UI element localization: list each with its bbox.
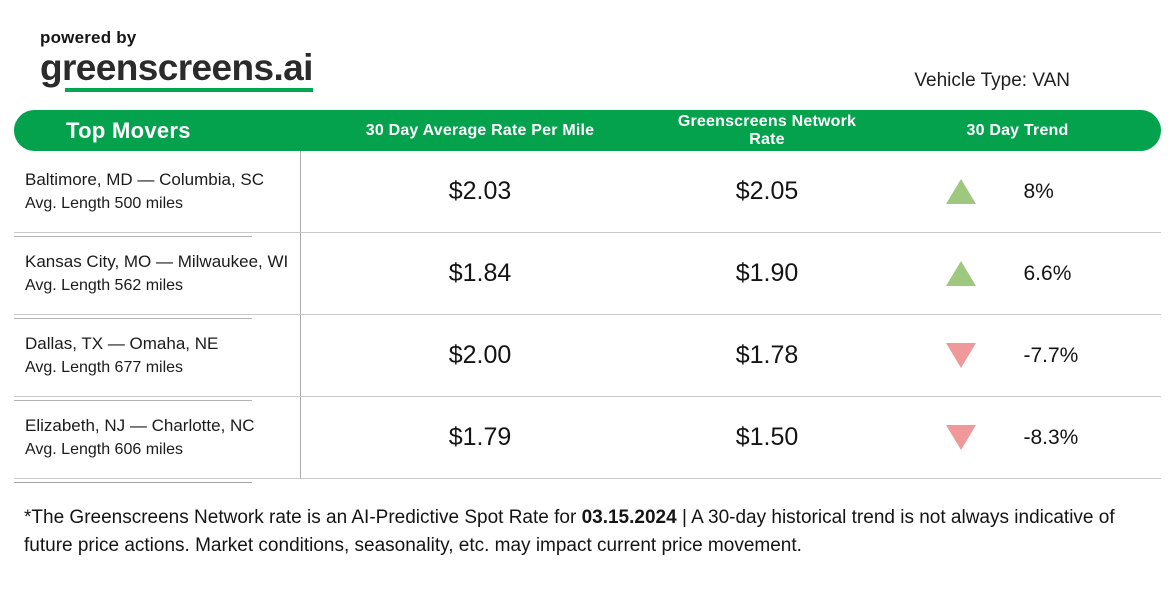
network-rate-value: $2.05 — [735, 177, 799, 205]
trend-cell: -7.7% — [874, 343, 1161, 368]
avg-rate-value: $2.00 — [448, 341, 512, 369]
lane-avg-length: Avg. Length 606 miles — [25, 441, 184, 458]
brand-underline — [65, 88, 313, 92]
disclaimer-pre: *The Greenscreens Network rate is an AI-… — [24, 507, 582, 528]
rates-table: Top Movers 30 Day Average Rate Per Mile … — [14, 110, 1161, 483]
table-row: Dallas, TX — Omaha, NE Avg. Length 677 m… — [14, 315, 1161, 401]
table-row: Baltimore, MD — Columbia, SC Avg. Length… — [14, 151, 1161, 237]
table-row: Elizabeth, NJ — Charlotte, NC Avg. Lengt… — [14, 397, 1161, 483]
lane-cell: Elizabeth, NJ — Charlotte, NC Avg. Lengt… — [14, 414, 300, 483]
column-header-network-rate: Greenscreens Network Rate — [677, 112, 857, 148]
network-rate-value: $1.78 — [735, 341, 799, 369]
avg-rate-value: $2.03 — [448, 177, 512, 205]
trend-percent: -7.7% — [1023, 343, 1079, 367]
powered-by-label: powered by — [40, 28, 137, 47]
table-row: Kansas City, MO — Milwaukee, WI Avg. Len… — [14, 233, 1161, 319]
lane-cell: Dallas, TX — Omaha, NE Avg. Length 677 m… — [14, 332, 300, 401]
column-header-trend: 30 Day Trend — [966, 121, 1069, 139]
trend-percent: -8.3% — [1023, 425, 1079, 449]
trend-cell: 8% — [874, 179, 1161, 204]
trend-cell: -8.3% — [874, 425, 1161, 450]
lane-cell: Baltimore, MD — Columbia, SC Avg. Length… — [14, 168, 300, 237]
trend-down-triangle-icon — [945, 343, 976, 368]
trend-down-triangle-icon — [945, 425, 976, 450]
lane-name: Elizabeth, NJ — Charlotte, NC — [25, 416, 255, 435]
avg-rate-value: $1.84 — [448, 259, 512, 287]
lane-name: Baltimore, MD — Columbia, SC — [25, 170, 265, 189]
vehicle-type-label: Vehicle Type: VAN — [914, 70, 1070, 91]
column-header-avg-rate: 30 Day Average Rate Per Mile — [365, 121, 595, 139]
avg-rate-value: $1.79 — [448, 423, 512, 451]
trend-up-triangle-icon — [945, 179, 976, 204]
trend-percent: 8% — [1023, 179, 1054, 203]
lane-avg-length: Avg. Length 500 miles — [25, 195, 184, 212]
disclaimer-date: 03.15.2024 — [581, 507, 677, 528]
brand-name: greenscreens.ai — [40, 47, 313, 88]
trend-cell: 6.6% — [874, 261, 1161, 286]
table-header-bar: Top Movers 30 Day Average Rate Per Mile … — [14, 110, 1161, 151]
table-body: Baltimore, MD — Columbia, SC Avg. Length… — [14, 151, 1161, 483]
disclaimer-post: | A 30-day historical trend is not alway… — [24, 507, 1115, 556]
network-rate-value: $1.50 — [735, 423, 799, 451]
disclaimer-text: *The Greenscreens Network rate is an AI-… — [24, 504, 1132, 559]
trend-percent: 6.6% — [1023, 261, 1072, 285]
lane-avg-length: Avg. Length 562 miles — [25, 277, 184, 294]
column-header-top-movers: Top Movers — [66, 117, 191, 143]
lane-avg-length: Avg. Length 677 miles — [25, 359, 184, 376]
lane-name: Kansas City, MO — Milwaukee, WI — [25, 252, 289, 271]
lane-name: Dallas, TX — Omaha, NE — [25, 334, 219, 353]
lane-cell: Kansas City, MO — Milwaukee, WI Avg. Len… — [14, 250, 300, 319]
network-rate-value: $1.90 — [735, 259, 799, 287]
trend-up-triangle-icon — [945, 261, 976, 286]
brand-logo: powered by greenscreens.ai — [40, 28, 313, 92]
